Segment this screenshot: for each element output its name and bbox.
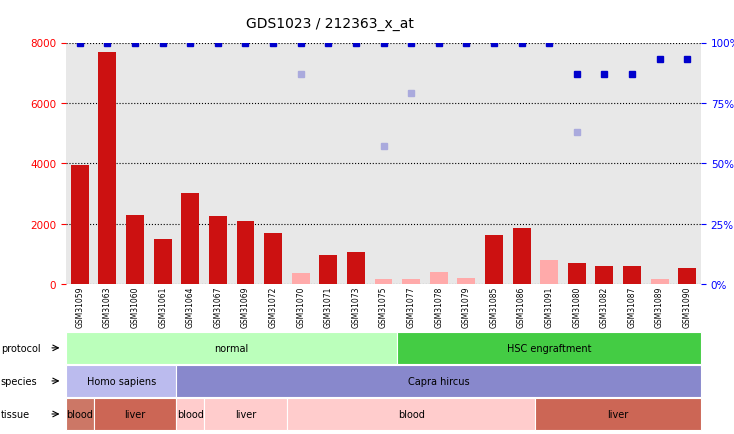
Text: GDS1023 / 212363_x_at: GDS1023 / 212363_x_at: [247, 17, 414, 31]
Bar: [678, 268, 696, 284]
Bar: [126, 215, 144, 284]
Bar: [374, 280, 393, 284]
Bar: [209, 217, 227, 284]
Bar: [512, 229, 531, 284]
Bar: [429, 273, 448, 284]
Bar: [153, 239, 172, 284]
Bar: [264, 233, 282, 284]
Text: blood: blood: [177, 409, 204, 419]
Bar: [595, 266, 614, 284]
Text: liver: liver: [235, 409, 256, 419]
Bar: [457, 278, 476, 284]
Bar: [650, 280, 669, 284]
Bar: [623, 266, 641, 284]
Text: tissue: tissue: [1, 409, 30, 419]
Bar: [71, 165, 89, 284]
Bar: [236, 221, 255, 284]
Text: Capra hircus: Capra hircus: [408, 376, 470, 386]
Bar: [485, 236, 503, 284]
Bar: [98, 53, 117, 284]
Text: species: species: [1, 376, 37, 386]
Text: liver: liver: [125, 409, 145, 419]
Bar: [319, 256, 338, 284]
Bar: [402, 280, 420, 284]
Bar: [181, 194, 199, 284]
Bar: [347, 253, 365, 284]
Bar: [540, 260, 558, 284]
Bar: [568, 264, 586, 284]
Text: HSC engraftment: HSC engraftment: [507, 343, 592, 353]
Text: normal: normal: [214, 343, 249, 353]
Text: blood: blood: [66, 409, 93, 419]
Text: liver: liver: [608, 409, 629, 419]
Text: Homo sapiens: Homo sapiens: [87, 376, 156, 386]
Text: protocol: protocol: [1, 343, 40, 353]
Text: blood: blood: [398, 409, 424, 419]
Bar: [291, 274, 310, 284]
